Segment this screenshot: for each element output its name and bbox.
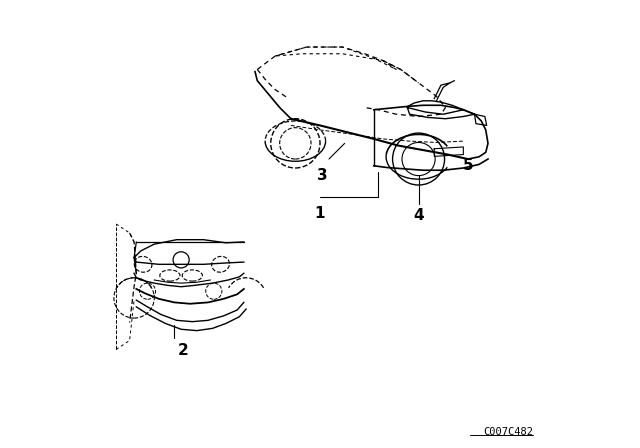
Text: 1: 1: [315, 206, 325, 221]
Text: 2: 2: [178, 343, 189, 358]
Text: 4: 4: [413, 208, 424, 223]
Text: 3: 3: [317, 168, 328, 183]
Text: 5: 5: [463, 158, 473, 173]
Text: C007C482: C007C482: [483, 427, 533, 437]
